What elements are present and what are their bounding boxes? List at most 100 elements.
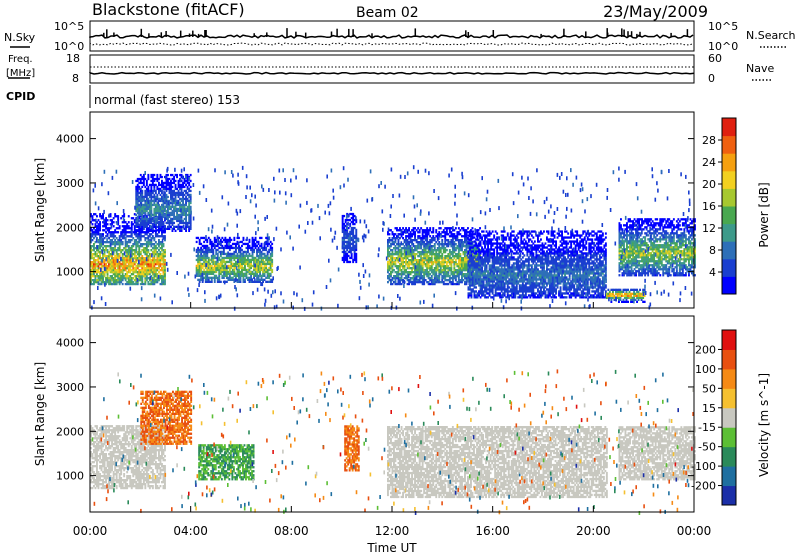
power-cell (271, 254, 274, 258)
power-cell (142, 269, 145, 272)
power-cell (394, 241, 397, 244)
power-cell (136, 219, 139, 223)
power-cell (141, 215, 144, 219)
power-cell (154, 271, 157, 274)
power-cell (97, 271, 100, 274)
power-cell (355, 236, 358, 240)
power-cell (393, 233, 395, 236)
power-cell (130, 245, 133, 248)
power-cell (239, 264, 242, 268)
power-cell (144, 223, 147, 226)
power-cell (454, 227, 457, 230)
power-cell (168, 203, 171, 207)
power-cell (147, 203, 150, 207)
power-cell (346, 230, 349, 234)
power-cell (99, 273, 102, 276)
power-cell (130, 255, 133, 258)
power-cell (150, 237, 153, 240)
power-cell (250, 278, 253, 281)
power-cell (111, 261, 114, 264)
power-cell (117, 281, 120, 284)
power-cell (225, 272, 228, 275)
power-cell (268, 242, 271, 246)
power-cell (426, 243, 429, 246)
power-cell (142, 179, 145, 183)
power-cell (221, 266, 224, 270)
power-cell (103, 255, 106, 258)
power-cell (154, 209, 157, 213)
power-cell (473, 260, 476, 263)
power-cell (206, 248, 209, 252)
power-cell (185, 179, 188, 183)
power-cell (162, 185, 165, 189)
power-cell (130, 259, 133, 262)
power-cell (417, 275, 420, 278)
power-cell (154, 279, 157, 282)
power-cell (108, 261, 111, 264)
power-cell (165, 173, 168, 177)
power-cell (204, 248, 207, 252)
power-cell (136, 177, 139, 181)
power-cell (161, 247, 163, 250)
power-cell (441, 253, 444, 256)
power-cell (195, 240, 198, 244)
power-cell (213, 246, 216, 250)
power-cell (391, 259, 394, 262)
power-cell (124, 255, 127, 258)
power-cell (138, 185, 141, 189)
power-cell (485, 286, 488, 289)
power-cell (153, 255, 156, 258)
power-cell (115, 261, 118, 264)
power-cell (349, 238, 352, 242)
power-cell (167, 227, 169, 230)
power-cell (159, 227, 162, 230)
power-cell (204, 278, 207, 281)
power-cell (102, 229, 105, 232)
power-cell (153, 215, 156, 219)
power-cell (409, 233, 412, 236)
power-cell (139, 225, 142, 228)
power-cell (341, 236, 344, 240)
power-cell (153, 207, 156, 211)
power-cell (94, 251, 97, 254)
power-cell (156, 221, 159, 225)
power-cell (502, 234, 505, 237)
power-cell (183, 203, 186, 207)
power-cell (153, 261, 156, 264)
power-cell (171, 217, 174, 221)
power-cell (135, 197, 138, 201)
power-cell (250, 280, 253, 283)
power-cell (171, 227, 174, 230)
power-cell (433, 245, 436, 248)
power-cell (412, 227, 415, 230)
power-cell (144, 199, 147, 203)
power-cell (215, 250, 218, 254)
power-cell (144, 211, 147, 215)
power-cell (415, 263, 418, 266)
power-cell (162, 215, 165, 219)
power-cell (221, 260, 224, 264)
power-cell (494, 290, 497, 293)
power-cell (135, 207, 138, 211)
power-cell (388, 279, 391, 282)
power-cell (162, 221, 165, 225)
power-cell (139, 209, 142, 213)
power-cell (90, 279, 92, 282)
power-cell (158, 279, 160, 282)
power-cell (136, 263, 139, 266)
power-cell (430, 265, 433, 268)
power-cell (165, 201, 168, 205)
power-cell (271, 248, 274, 252)
power-cell (112, 279, 115, 282)
power-cell (207, 260, 210, 264)
power-cell (263, 278, 266, 281)
power-cell (435, 271, 438, 274)
nave-label: Nave (746, 62, 774, 75)
power-cell (165, 183, 168, 187)
freq-right-tick-top: 60 (708, 52, 722, 65)
power-cell (503, 292, 506, 295)
power-cell (136, 221, 139, 225)
power-cell (231, 262, 234, 266)
power-cell (201, 244, 204, 248)
power-cell (403, 253, 406, 256)
